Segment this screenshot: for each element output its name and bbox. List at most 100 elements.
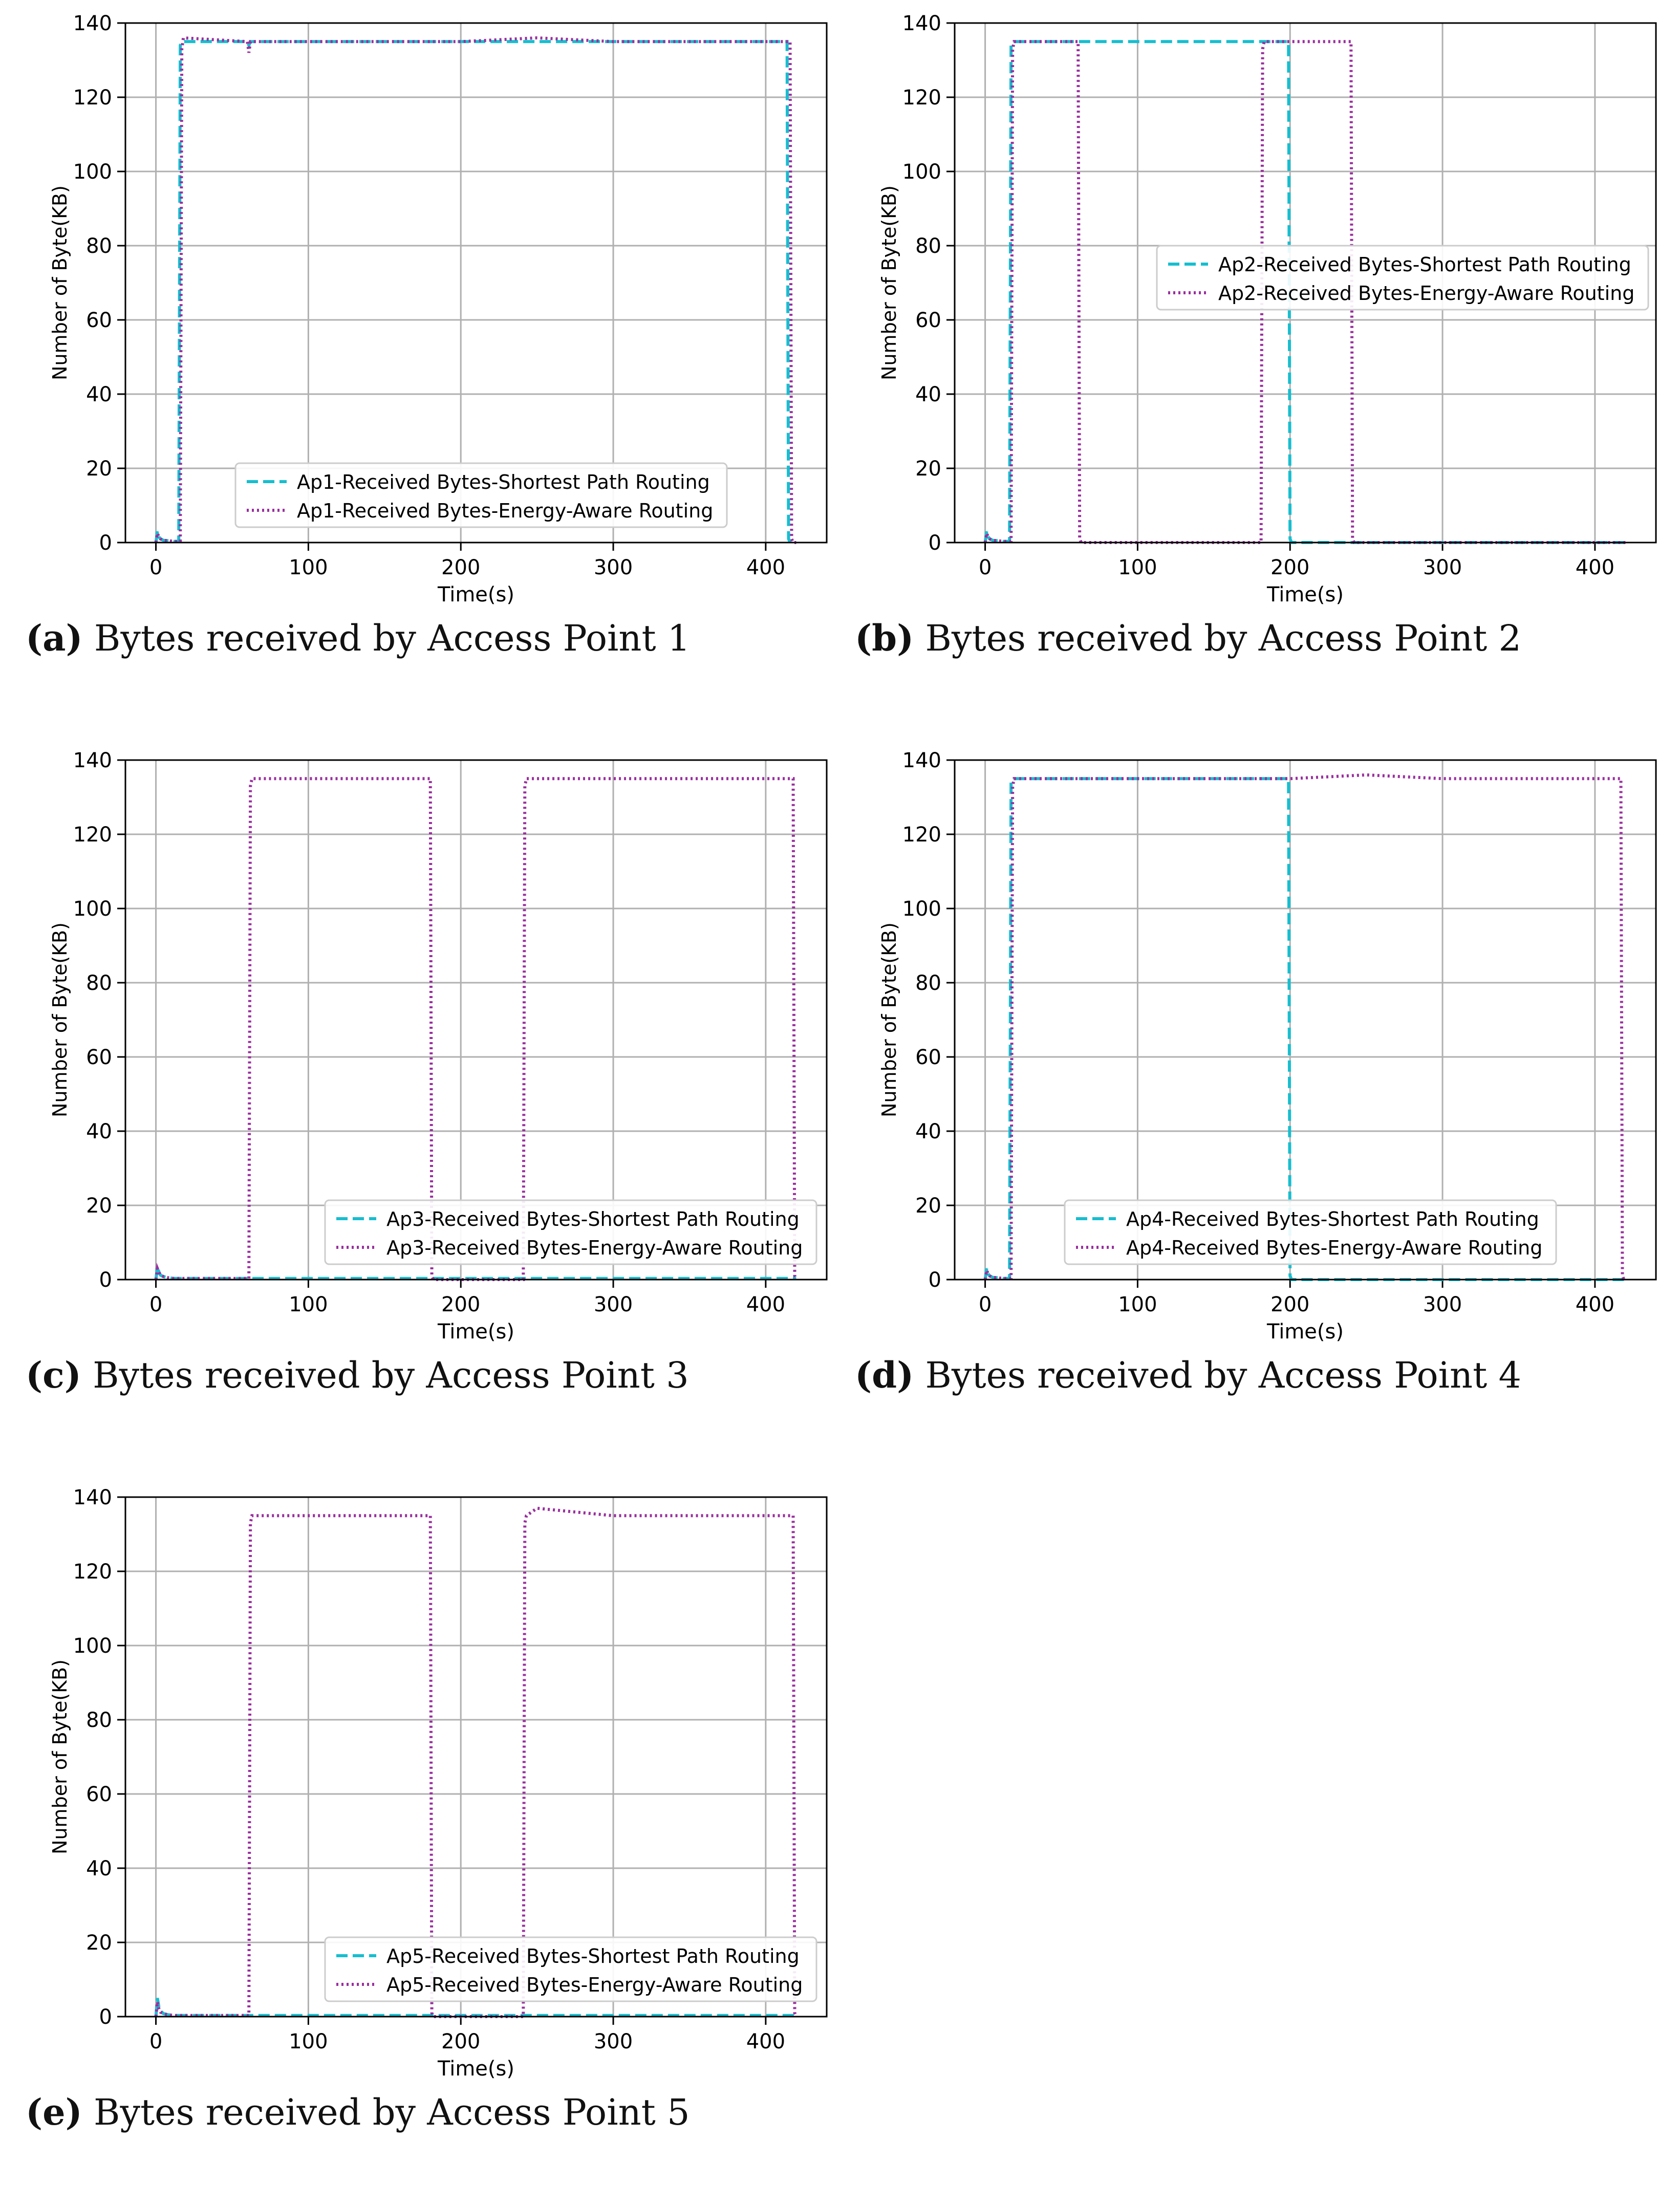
- x-tick-label-1: 100: [289, 2030, 328, 2053]
- chart-c: 0 100 200 300 400 0 20 40 60 80 100 120 140 Time(s) Nu…: [49, 749, 828, 1344]
- legend-box-e: [324, 1936, 817, 2002]
- series-line-energy-aware-d: [983, 773, 1626, 1281]
- y-tick-label-6: 120: [73, 1560, 112, 1584]
- legend-box-b: [1156, 245, 1649, 311]
- plot-frame-b: [954, 22, 1657, 544]
- x-tick-label-2: 200: [441, 2030, 480, 2053]
- x-tick-label-1: 100: [1118, 1293, 1157, 1316]
- caption-label-d: (d): [855, 1354, 914, 1396]
- legend-entry-0: Ap2-Received Bytes-Shortest Path Routing: [1218, 253, 1631, 276]
- x-tick-label-3: 300: [1423, 1293, 1462, 1316]
- y-tick-label-5: 100: [73, 1634, 112, 1658]
- y-tick-label-7: 140: [73, 1486, 112, 1509]
- x-axis-label-e: Time(s): [437, 2057, 514, 2081]
- legend-c: Ap3-Received Bytes-Shortest Path Routing…: [324, 1199, 817, 1265]
- chart-panel-a: 0 100 200 300 400 0 20 40 60 80 100 120 140 Time(s) Nu…: [0, 0, 829, 732]
- y-tick-label-1: 20: [915, 457, 941, 481]
- legend-a: Ap1-Received Bytes-Shortest Path Routing…: [234, 462, 728, 528]
- x-tick-label-4: 400: [1576, 556, 1614, 579]
- x-tick-label-2: 200: [1270, 556, 1309, 579]
- series-line-energy-aware-c: [154, 777, 798, 1281]
- y-tick-label-3: 60: [915, 309, 941, 332]
- x-axis-label-a: Time(s): [437, 583, 514, 607]
- y-tick-label-0: 0: [929, 531, 941, 555]
- chart-panel-c: 0 100 200 300 400 0 20 40 60 80 100 120 140 Time(s) Nu…: [0, 737, 829, 1469]
- y-tick-label-4: 80: [86, 1708, 112, 1732]
- x-tick-label-3: 300: [594, 556, 633, 579]
- x-tick-label-4: 400: [1576, 1293, 1614, 1316]
- legend-entry-1: Ap1-Received Bytes-Energy-Aware Routing: [297, 500, 713, 522]
- caption-label-c: (c): [26, 1354, 81, 1396]
- y-tick-label-5: 100: [73, 897, 112, 921]
- y-tick-label-2: 40: [915, 383, 941, 406]
- y-tick-label-3: 60: [86, 1783, 112, 1806]
- y-tick-label-0: 0: [99, 1268, 112, 1292]
- chart-a: 0 100 200 300 400 0 20 40 60 80 100 120 140 Time(s) Nu…: [49, 12, 828, 607]
- caption-a: (a) Bytes received by Access Point 1: [26, 617, 690, 659]
- x-tick-label-2: 200: [1270, 1293, 1309, 1316]
- y-tick-label-0: 0: [99, 531, 112, 555]
- y-tick-label-0: 0: [99, 2005, 112, 2029]
- legend-entry-1: Ap5-Received Bytes-Energy-Aware Routing: [386, 1974, 803, 1996]
- chart-panel-b: 0 100 200 300 400 0 20 40 60 80 100 120 140 Time(s) Nu…: [829, 0, 1659, 732]
- plot-frame-e: [124, 1496, 828, 2018]
- legend-box-c: [324, 1199, 817, 1265]
- caption-e: (e) Bytes received by Access Point 5: [26, 2091, 690, 2133]
- x-tick-label-0: 0: [149, 2030, 162, 2053]
- y-tick-label-7: 140: [902, 749, 941, 772]
- x-axis-label-c: Time(s): [437, 1320, 514, 1344]
- legend-d: Ap4-Received Bytes-Shortest Path Routing…: [1064, 1199, 1557, 1265]
- y-tick-label-1: 20: [86, 1931, 112, 1955]
- x-tick-label-3: 300: [594, 2030, 633, 2053]
- chart-panel-e: 0 100 200 300 400 0 20 40 60 80 100 120 140 Time(s) Nu…: [0, 1474, 829, 2206]
- y-tick-label-3: 60: [86, 1046, 112, 1069]
- y-tick-label-7: 140: [73, 749, 112, 772]
- caption-text-c: Bytes received by Access Point 3: [93, 1354, 689, 1396]
- x-tick-label-4: 400: [746, 1293, 785, 1316]
- x-tick-label-1: 100: [289, 556, 328, 579]
- y-axis-label-c: Number of Byte(KB): [49, 922, 71, 1117]
- caption-label-e: (e): [26, 2091, 82, 2133]
- y-tick-label-2: 40: [86, 1857, 112, 1880]
- plot-frame-c: [124, 759, 828, 1281]
- caption-b: (b) Bytes received by Access Point 2: [855, 617, 1521, 659]
- caption-label-b: (b): [855, 617, 914, 659]
- y-tick-label-6: 120: [902, 86, 941, 110]
- chart-b: 0 100 200 300 400 0 20 40 60 80 100 120 140 Time(s) Nu…: [878, 12, 1657, 607]
- caption-text-a: Bytes received by Access Point 1: [94, 617, 691, 659]
- x-tick-label-2: 200: [441, 1293, 480, 1316]
- legend-entry-0: Ap5-Received Bytes-Shortest Path Routing: [386, 1945, 800, 1967]
- y-tick-label-5: 100: [902, 160, 941, 184]
- legend-entry-0: Ap4-Received Bytes-Shortest Path Routing: [1126, 1208, 1539, 1230]
- legend-entry-1: Ap2-Received Bytes-Energy-Aware Routing: [1218, 282, 1634, 305]
- legend-entry-1: Ap3-Received Bytes-Energy-Aware Routing: [386, 1237, 803, 1259]
- x-axis-label-d: Time(s): [1266, 1320, 1344, 1344]
- x-tick-label-0: 0: [149, 556, 162, 579]
- x-tick-label-0: 0: [979, 556, 992, 579]
- series-line-energy-aware-a: [154, 36, 796, 544]
- caption-d: (d) Bytes received by Access Point 4: [855, 1354, 1521, 1396]
- caption-label-a: (a): [26, 617, 83, 659]
- legend-box-d: [1064, 1199, 1557, 1265]
- y-tick-label-7: 140: [73, 12, 112, 35]
- legend-box-a: [234, 462, 728, 528]
- y-tick-label-6: 120: [73, 823, 112, 847]
- legend-b: Ap2-Received Bytes-Shortest Path Routing…: [1156, 245, 1649, 311]
- y-tick-label-5: 100: [902, 897, 941, 921]
- x-tick-label-1: 100: [1118, 556, 1157, 579]
- y-tick-label-6: 120: [73, 86, 112, 110]
- y-tick-label-1: 20: [86, 1194, 112, 1218]
- caption-text-b: Bytes received by Access Point 2: [925, 617, 1521, 659]
- y-tick-label-2: 40: [86, 383, 112, 406]
- x-tick-label-4: 400: [746, 2030, 785, 2053]
- y-tick-label-4: 80: [86, 971, 112, 995]
- y-tick-label-4: 80: [915, 234, 941, 258]
- y-tick-label-1: 20: [86, 457, 112, 481]
- y-tick-label-4: 80: [86, 234, 112, 258]
- y-axis-label-e: Number of Byte(KB): [49, 1659, 71, 1854]
- legend-entry-1: Ap4-Received Bytes-Energy-Aware Routing: [1126, 1237, 1542, 1259]
- legend-e: Ap5-Received Bytes-Shortest Path Routing…: [324, 1936, 817, 2002]
- caption-c: (c) Bytes received by Access Point 3: [26, 1354, 689, 1396]
- x-tick-label-0: 0: [149, 1293, 162, 1316]
- y-axis-label-b: Number of Byte(KB): [878, 185, 900, 380]
